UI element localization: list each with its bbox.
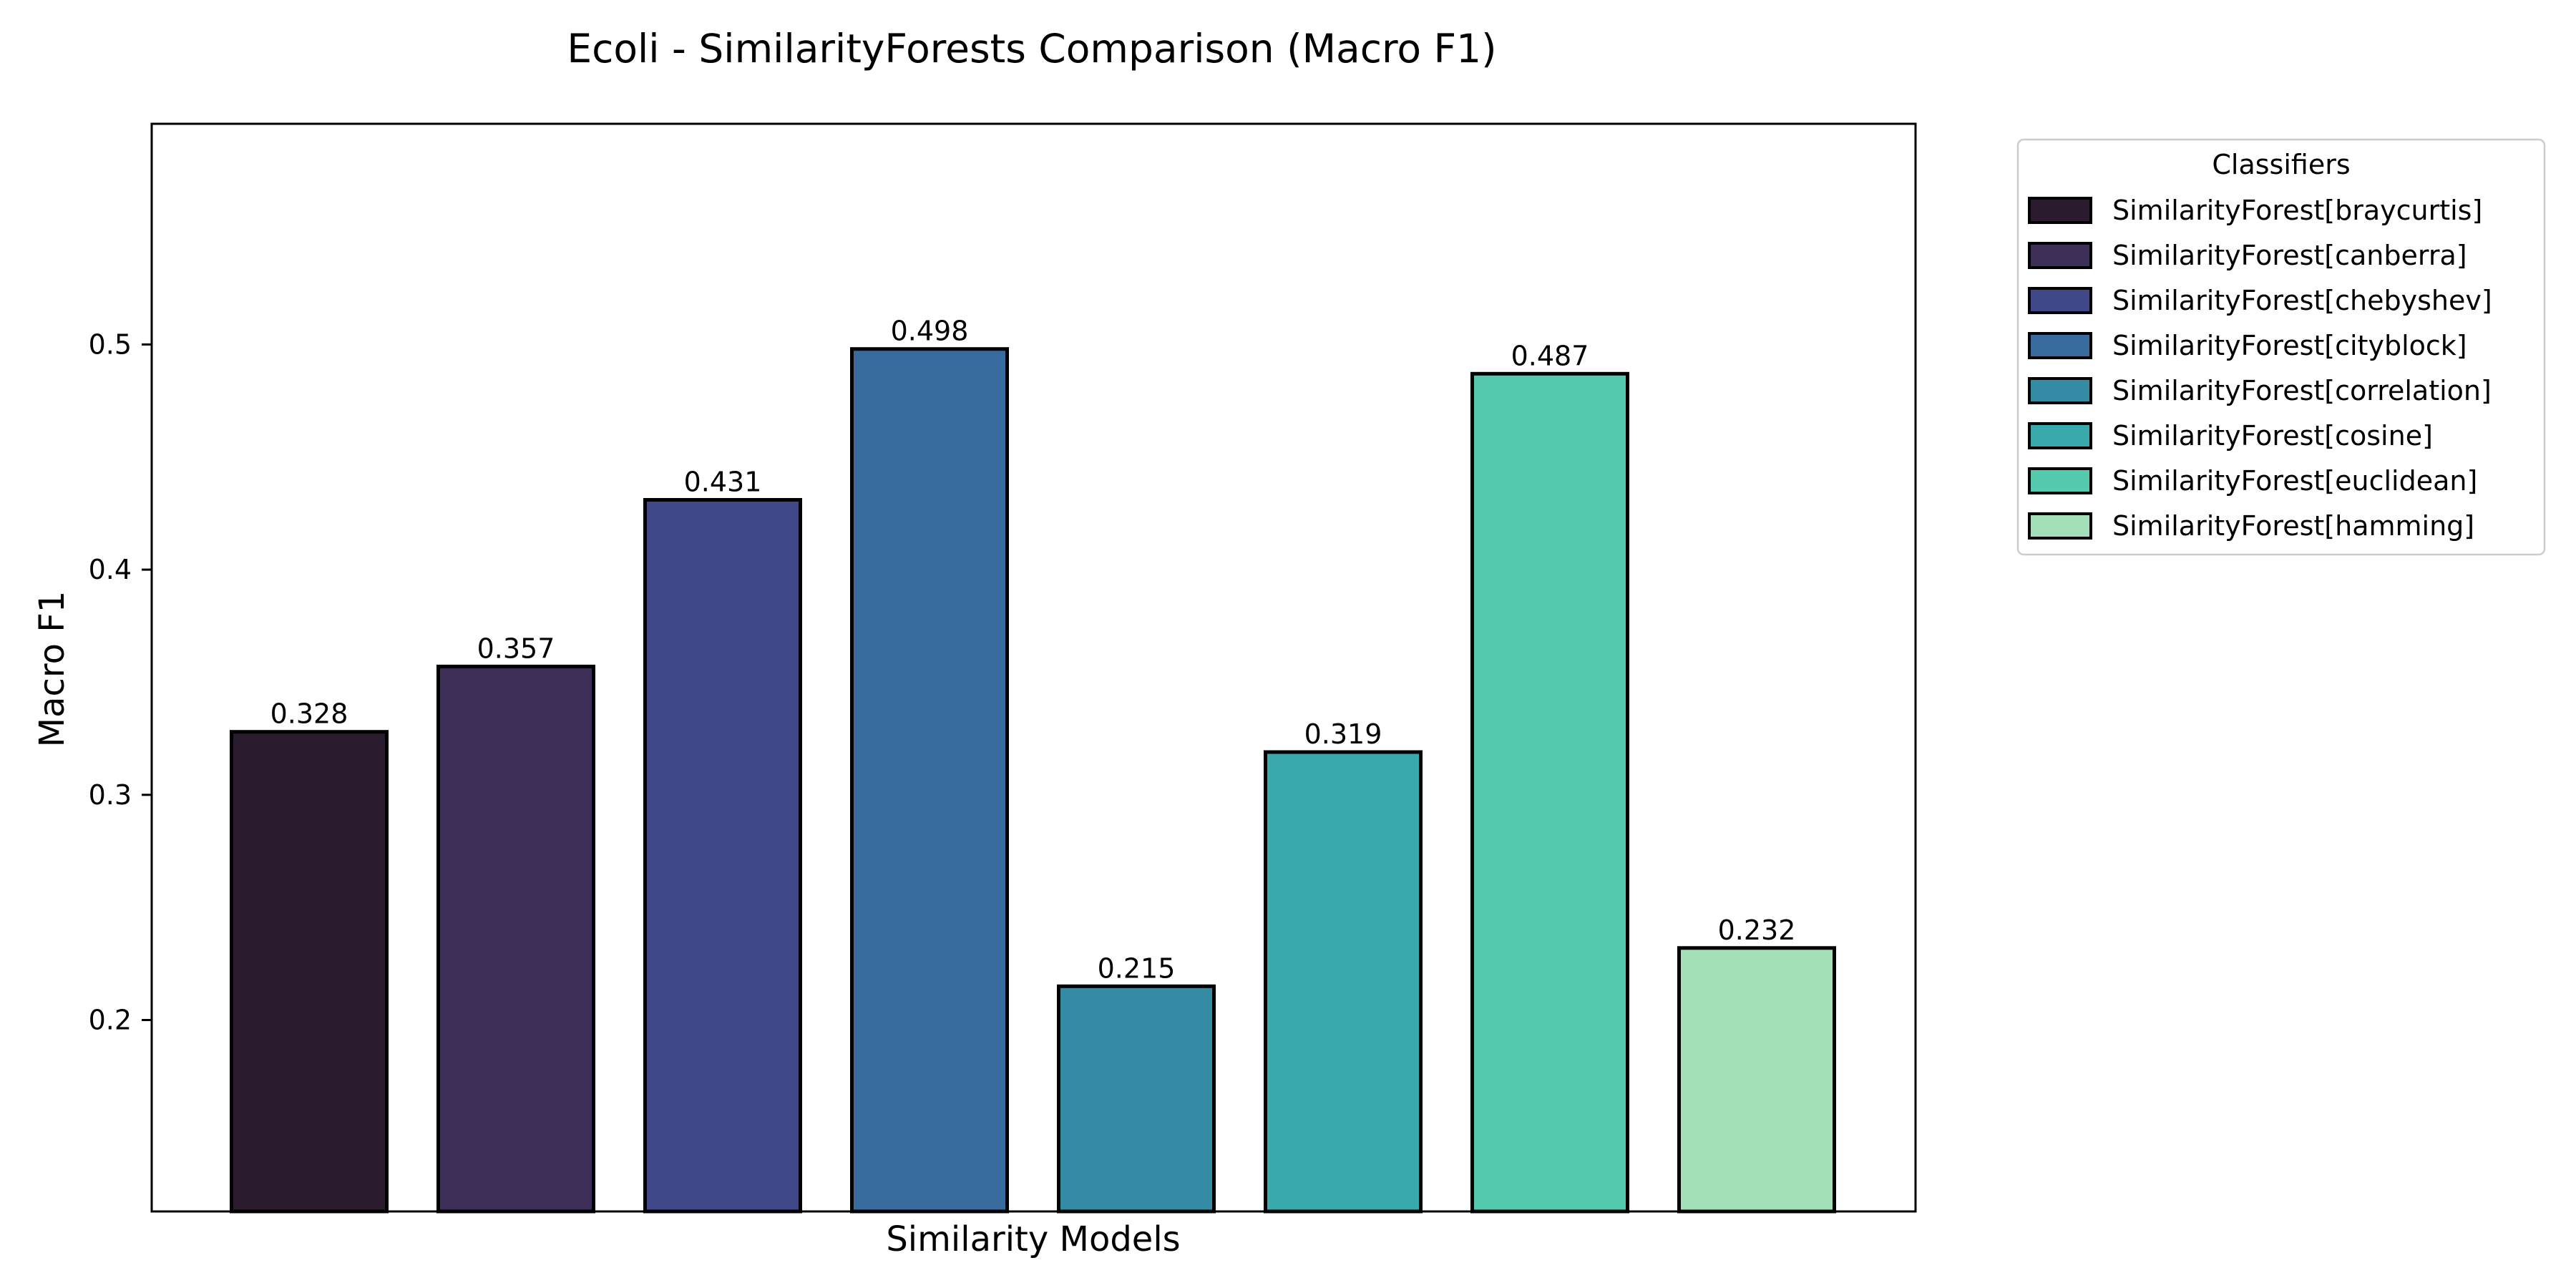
y-tick-label: 0.3	[89, 779, 132, 811]
legend-items: SimilarityForest[braycurtis] SimilarityFo…	[2028, 195, 2492, 542]
bar-value-label: 0.487	[1511, 340, 1589, 371]
legend-swatch	[2028, 332, 2092, 359]
bar-3	[643, 498, 802, 1214]
legend-entry-label: SimilarityForest[cosine]	[2112, 420, 2433, 452]
plot-area	[150, 122, 1917, 1213]
legend-swatch	[2028, 422, 2092, 449]
bar-4	[850, 347, 1009, 1214]
bar-value-label: 0.431	[684, 467, 762, 498]
legend-entry-label: SimilarityForest[hamming]	[2112, 510, 2474, 542]
legend-entry-label: SimilarityForest[chebyshev]	[2112, 285, 2492, 316]
legend-swatch	[2028, 467, 2092, 494]
legend-entry-label: SimilarityForest[euclidean]	[2112, 465, 2477, 497]
bar-value-label: 0.357	[477, 633, 555, 664]
bar-value-label: 0.319	[1304, 718, 1382, 750]
legend: Classifiers SimilarityForest[braycurtis]…	[2016, 138, 2546, 556]
chart-title: Ecoli - SimilarityForests Comparison (Ma…	[567, 26, 1496, 72]
bar-2	[436, 664, 595, 1214]
bar-1	[230, 730, 389, 1214]
y-axis: 0.2 0.3 0.4 0.5	[89, 328, 152, 1036]
bar-value-label: 0.232	[1718, 914, 1796, 946]
legend-title: Classifiers	[2212, 149, 2350, 180]
legend-swatch	[2028, 242, 2092, 269]
legend-swatch	[2028, 287, 2092, 314]
bar-value-label: 0.498	[891, 316, 969, 347]
bar-value-label: 0.215	[1098, 952, 1176, 984]
y-axis-label: Macro F1	[32, 591, 72, 748]
bar-5	[1057, 984, 1216, 1214]
bar-6	[1264, 750, 1423, 1214]
bar-8	[1677, 946, 1836, 1214]
data-labels: 0.328 0.357 0.431 0.498 0.215 0.319 0.487 0.232	[270, 316, 1796, 985]
y-tick-label: 0.2	[89, 1005, 132, 1036]
bar-value-label: 0.328	[270, 698, 348, 730]
bars	[230, 347, 1836, 1214]
legend-swatch	[2028, 512, 2092, 540]
y-tick-label: 0.4	[89, 554, 132, 585]
bar-7	[1470, 371, 1629, 1214]
legend-box	[2016, 138, 2546, 556]
legend-entry-label: SimilarityForest[braycurtis]	[2112, 195, 2482, 226]
y-tick-label: 0.5	[89, 328, 132, 360]
legend-entry-label: SimilarityForest[cityblock]	[2112, 330, 2467, 361]
legend-entry-label: SimilarityForest[correlation]	[2112, 375, 2492, 406]
legend-entry-label: SimilarityForest[canberra]	[2112, 240, 2467, 271]
x-axis-label: Similarity Models	[886, 1219, 1180, 1259]
legend-swatch	[2028, 377, 2092, 404]
legend-swatch	[2028, 197, 2092, 224]
